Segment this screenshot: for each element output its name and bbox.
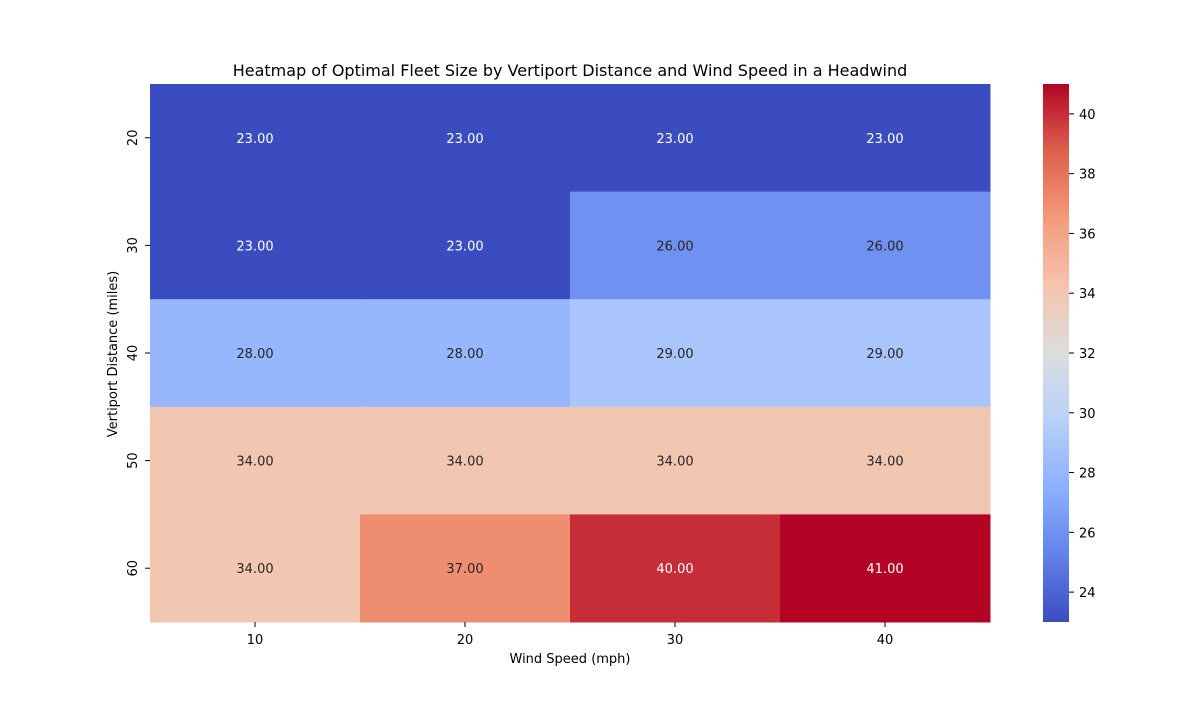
cell-value-label: 28.00: [236, 347, 273, 362]
x-axis: 10 20 30 40: [247, 622, 894, 648]
cell-value-label: 34.00: [236, 562, 273, 577]
cell-value-label: 26.00: [866, 239, 903, 254]
cell-value-label: 28.00: [446, 347, 483, 362]
y-tick-label: 50: [126, 452, 141, 469]
x-axis-label: Wind Speed (mph): [510, 652, 631, 667]
colorbar-tick-label: 30: [1079, 407, 1096, 422]
heatmap-cell: [150, 514, 361, 623]
cell-value-label: 40.00: [656, 562, 693, 577]
cell-value-label: 34.00: [236, 455, 273, 470]
cell-value-label: 37.00: [446, 562, 483, 577]
heatmap-cell: [780, 191, 991, 300]
cell-value-label: 23.00: [866, 132, 903, 147]
y-axis-label: Vertiport Distance (miles): [106, 271, 121, 438]
heatmap-cells: [150, 84, 991, 623]
colorbar: [1043, 84, 1069, 622]
y-tick-label: 30: [126, 237, 141, 254]
x-tick-label: 40: [877, 633, 894, 648]
cell-value-label: 23.00: [236, 239, 273, 254]
y-tick-label: 40: [126, 345, 141, 362]
heatmap-cell: [780, 514, 991, 623]
cell-value-label: 23.00: [446, 239, 483, 254]
cell-value-label: 23.00: [236, 132, 273, 147]
colorbar-tick-label: 40: [1079, 108, 1096, 123]
x-tick-label: 20: [457, 633, 474, 648]
colorbar-tick-label: 34: [1079, 287, 1096, 302]
colorbar-tick-label: 28: [1079, 467, 1096, 482]
colorbar-tick-label: 36: [1079, 227, 1096, 242]
heatmap-cell-labels: 23.00 23.00 23.00 23.00 23.00 23.00 26.00 26.00…: [236, 132, 903, 577]
colorbar-tick-label: 38: [1079, 168, 1096, 183]
colorbar-ticks: 24 26 28 30 32 34 36 38 40: [1069, 108, 1096, 601]
heatmap-cell: [360, 514, 571, 623]
cell-value-label: 29.00: [866, 347, 903, 362]
heatmap-cell: [150, 406, 361, 515]
cell-value-label: 41.00: [866, 562, 903, 577]
x-tick-label: 10: [247, 633, 264, 648]
heatmap-cell: [150, 299, 361, 408]
cell-value-label: 34.00: [656, 455, 693, 470]
heatmap-cell: [360, 299, 571, 408]
heatmap-cell: [570, 299, 781, 408]
cell-value-label: 34.00: [446, 455, 483, 470]
heatmap-cell: [570, 406, 781, 515]
chart-title: Heatmap of Optimal Fleet Size by Vertipo…: [233, 61, 908, 80]
heatmap-cell: [360, 406, 571, 515]
colorbar-tick-label: 32: [1079, 347, 1096, 362]
colorbar-tick-label: 24: [1079, 586, 1096, 601]
y-axis: 20 30 40 50 60: [126, 130, 150, 577]
heatmap-cell: [570, 84, 781, 193]
cell-value-label: 29.00: [656, 347, 693, 362]
colorbar-tick-label: 26: [1079, 526, 1096, 541]
heatmap-cell: [360, 191, 571, 300]
cell-value-label: 23.00: [656, 132, 693, 147]
cell-value-label: 23.00: [446, 132, 483, 147]
cell-value-label: 26.00: [656, 239, 693, 254]
cell-value-label: 34.00: [866, 455, 903, 470]
heatmap-cell: [150, 191, 361, 300]
heatmap-cell: [570, 514, 781, 623]
heatmap-cell: [360, 84, 571, 193]
x-tick-label: 30: [667, 633, 684, 648]
y-tick-label: 60: [126, 560, 141, 577]
heatmap-cell: [780, 406, 991, 515]
heatmap-cell: [780, 84, 991, 193]
heatmap-cell: [150, 84, 361, 193]
y-tick-label: 20: [126, 130, 141, 147]
heatmap-cell: [780, 299, 991, 408]
heatmap-cell: [570, 191, 781, 300]
